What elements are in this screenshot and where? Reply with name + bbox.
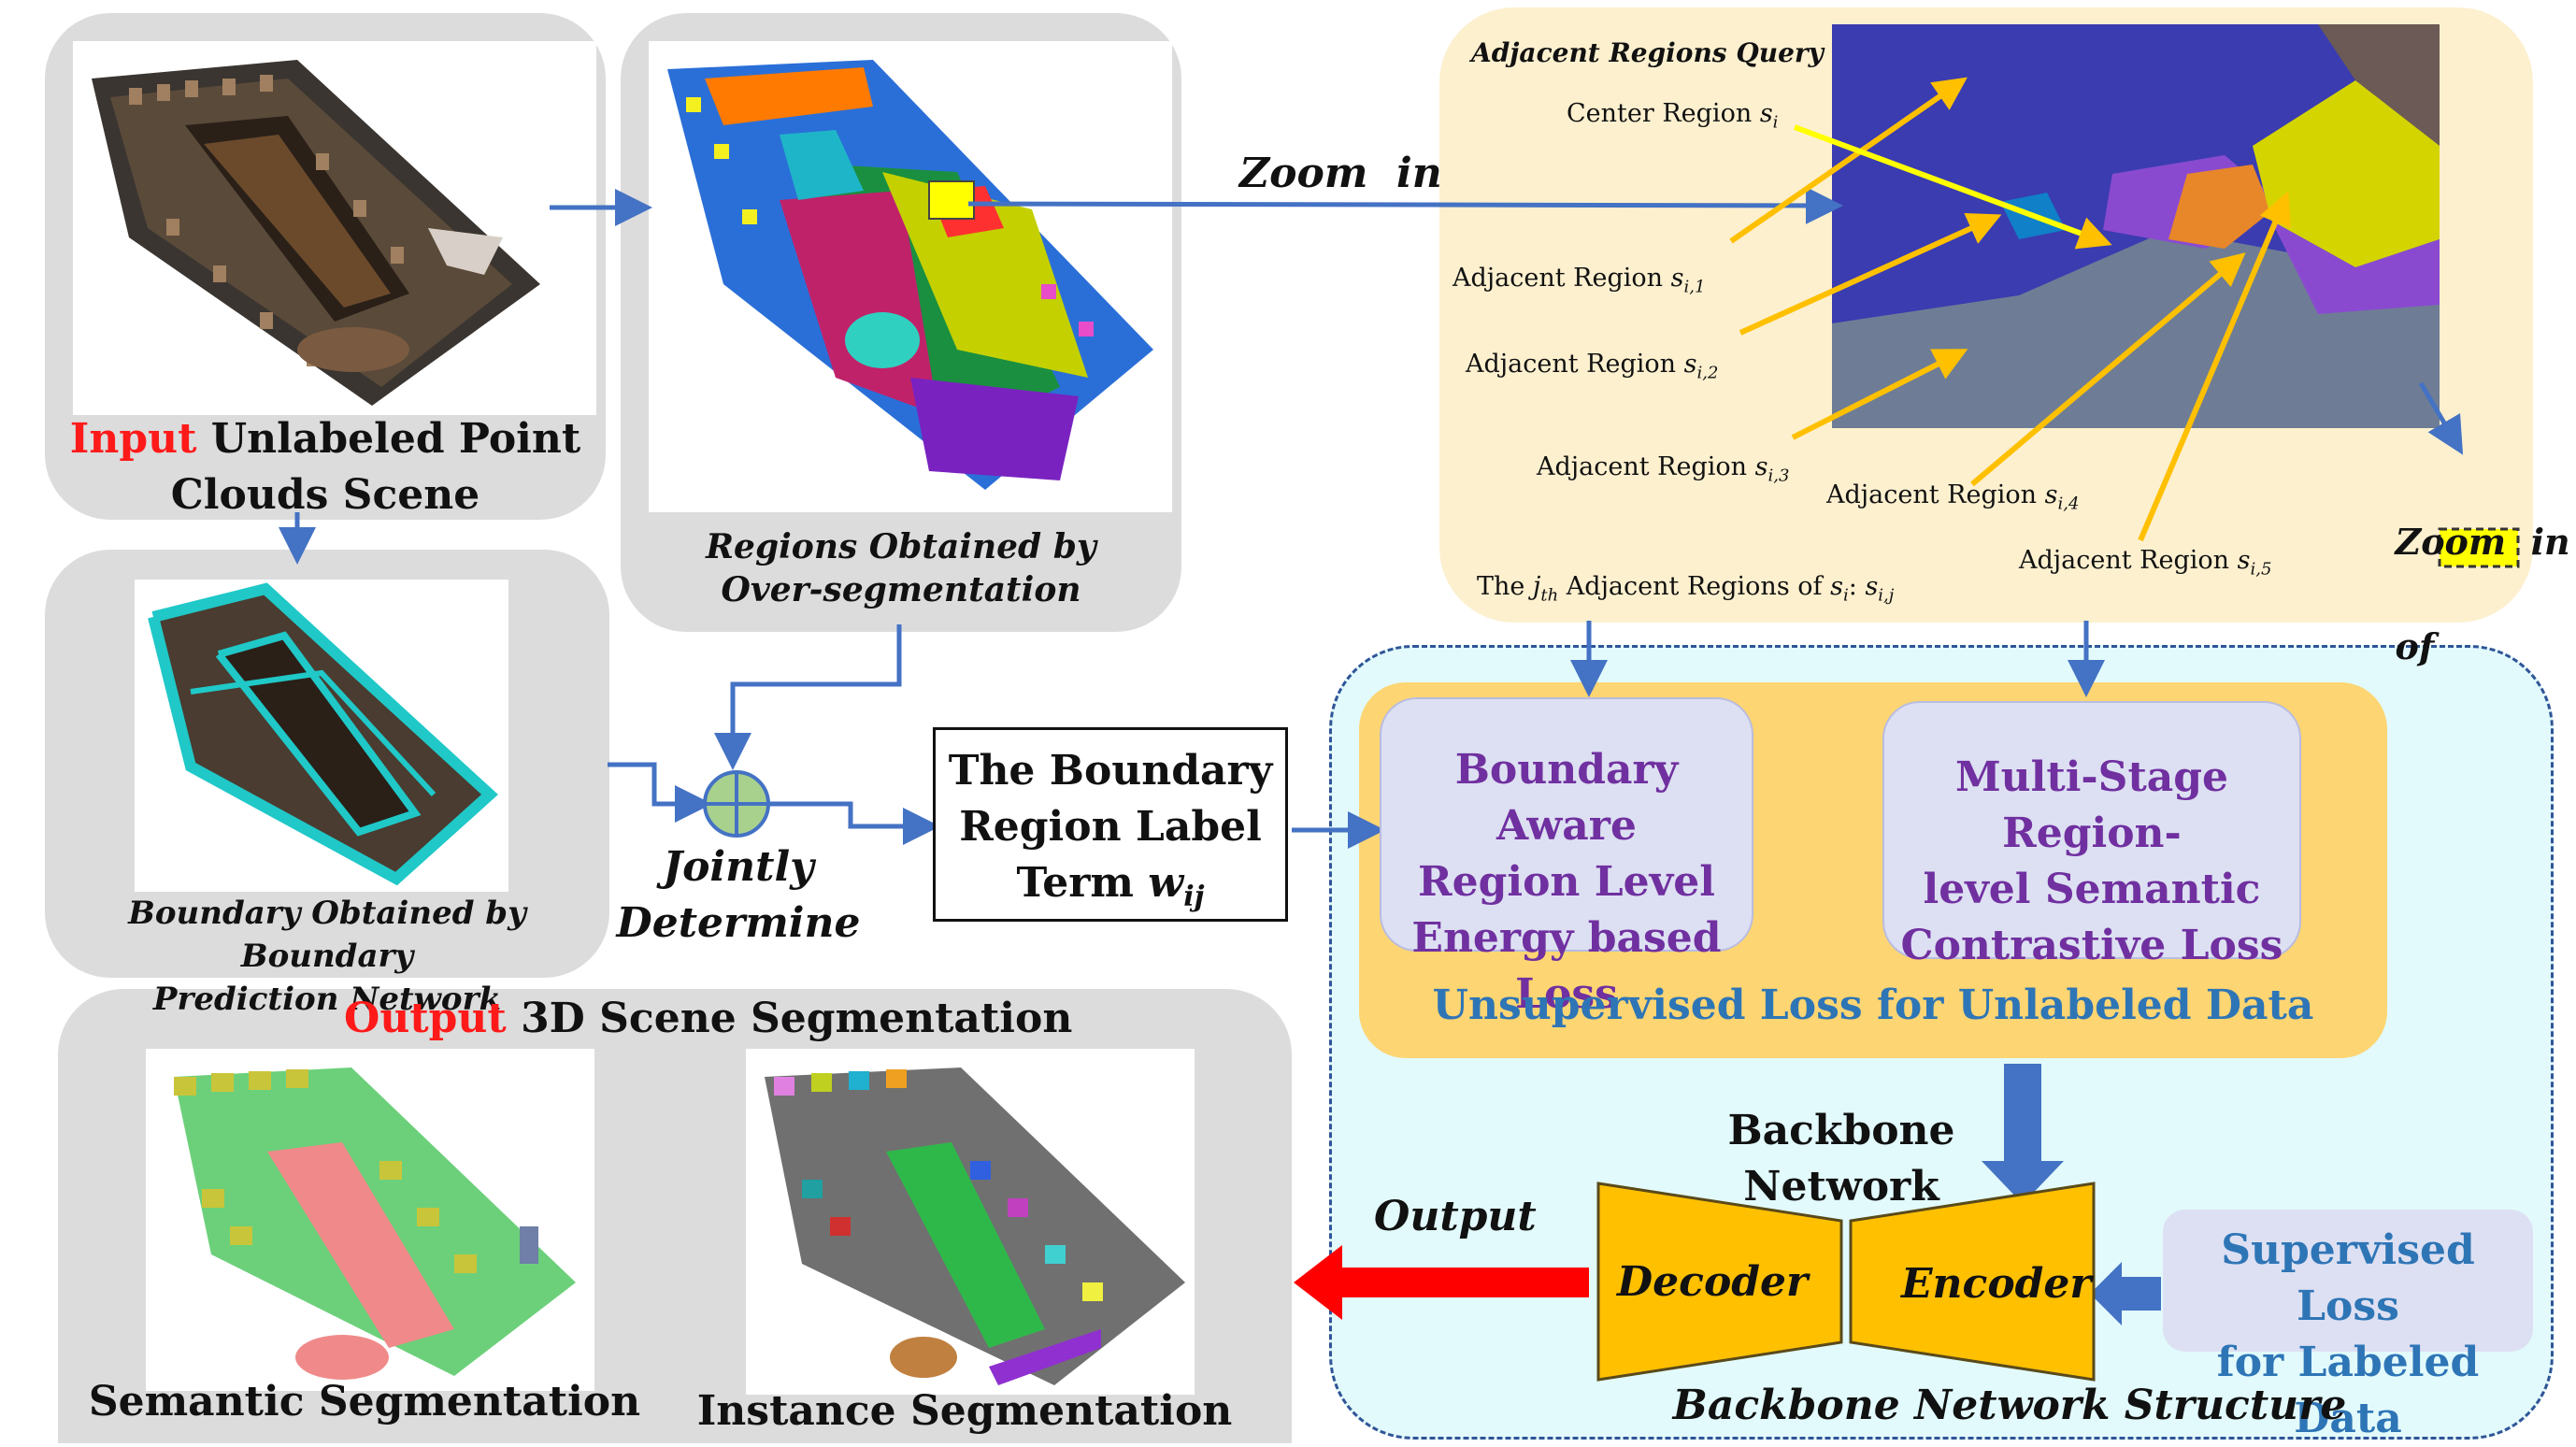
input-point-cloud-image xyxy=(73,41,596,415)
arrow-adjacent-2 xyxy=(1739,212,2002,336)
unsupervised-loss-label: Unsupervised Loss for Unlabeled Data xyxy=(1432,981,2314,1029)
combine-circle-icon xyxy=(703,770,770,838)
overseg-caption: Regions Obtained by Over-segmentation xyxy=(706,527,1096,609)
arrow-adjacent-4 xyxy=(1970,252,2246,487)
adjacent-region-4-label: Adjacent Region si,4 xyxy=(1826,480,2080,514)
input-caption: Input Unlabeled Point Clouds Scene xyxy=(69,415,581,519)
instance-segmentation-caption: Instance Segmentation xyxy=(696,1387,1233,1435)
query-title: Adjacent Regions Query xyxy=(1471,37,1824,68)
jointly-determine-label: Jointly Determine xyxy=(616,843,861,947)
instance-segmentation-image xyxy=(746,1049,1195,1395)
output-arrow-label: Output xyxy=(1374,1193,1537,1240)
arrow-adjacent-3 xyxy=(1791,349,1968,440)
boundary-region-label-term-box: The Boundary Region Label Term wij xyxy=(933,727,1288,922)
arrow-output-red xyxy=(1294,1245,1589,1320)
adjacent-region-5-label: Adjacent Region si,5 xyxy=(2019,546,2272,580)
arrow-loss-to-encoder xyxy=(1982,1064,2064,1204)
adjacent-region-3-label: Adjacent Region si,3 xyxy=(1537,452,1790,486)
zoom-in-label: Zoom in xyxy=(1239,150,1442,197)
arrow-supervised-to-encoder xyxy=(2090,1262,2161,1325)
semantic-segmentation-image xyxy=(146,1049,594,1391)
arrow-combine-to-label-term xyxy=(768,801,940,845)
adjacent-region-1-label: Adjacent Region si,1 xyxy=(1453,264,1706,297)
arrow-adjacent-5 xyxy=(2138,191,2291,542)
arrow-adjacent-1 xyxy=(1729,77,1968,244)
decoder-label: Decoder xyxy=(1617,1258,1809,1306)
arrow-zoom-of xyxy=(2418,381,2464,455)
encoder-label: Encoder xyxy=(1901,1260,2092,1308)
zoom-region-legend-box xyxy=(2438,527,2520,568)
arrow-zoom-in xyxy=(967,186,1843,224)
boundary-prediction-image xyxy=(135,580,508,892)
arrow-center-region xyxy=(1793,124,2112,250)
overseg-regions-image xyxy=(649,41,1172,512)
arrow-boundary-to-combine xyxy=(608,762,712,823)
boundary-caption: Boundary Obtained by Boundary Prediction… xyxy=(128,895,526,1018)
adjacent-region-2-label: Adjacent Region si,2 xyxy=(1466,350,1719,383)
center-region-label: Center Region si xyxy=(1567,99,1779,133)
energy-loss-box: Boundary Aware Region Level Energy based… xyxy=(1380,697,1753,1018)
encoder-block xyxy=(1849,1182,2096,1382)
zoom-in-of-label: Zoom in of xyxy=(2395,521,2570,667)
arrow-overseg-to-combine xyxy=(714,624,902,770)
jth-adjacent-label: The jth Adjacent Regions of si: si,j xyxy=(1477,572,1895,606)
backbone-network-title: Backbone Network xyxy=(1727,1107,1955,1211)
decoder-block xyxy=(1596,1182,1843,1382)
supervised-loss-box: Supervised Loss for Labeled Data xyxy=(2163,1210,2533,1442)
zoomed-regions-image xyxy=(1832,24,2440,428)
backbone-structure-caption: Backbone Network Structure xyxy=(1672,1382,2347,1429)
contrastive-loss-box: Multi-Stage Region- level Semantic Contr… xyxy=(1882,701,2301,969)
semantic-segmentation-caption: Semantic Segmentation xyxy=(88,1378,641,1426)
output-panel-title: Output 3D Scene Segmentation xyxy=(344,995,1073,1042)
